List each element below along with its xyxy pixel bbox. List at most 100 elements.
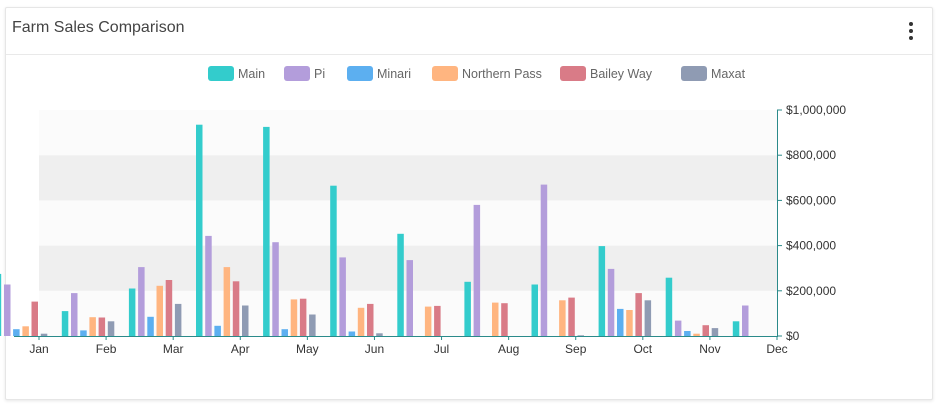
bar-minari-mar	[147, 316, 154, 336]
bar-maxat-apr	[242, 305, 249, 336]
bar-bailey-way-jul	[434, 305, 441, 336]
bar-maxat-may	[309, 314, 316, 336]
bar-pi-jan	[4, 284, 11, 336]
grid-band	[39, 110, 777, 156]
bar-northern-pass-jan	[22, 326, 29, 336]
legend-label-minari: Minari	[377, 67, 411, 81]
bar-northern-pass-feb	[89, 317, 96, 336]
x-tick-label-jun: Jun	[365, 342, 384, 356]
bar-main-nov	[665, 277, 673, 336]
bar-bailey-way-aug	[501, 303, 508, 336]
legend-swatch-pi	[284, 66, 310, 81]
bar-main-may	[263, 126, 270, 337]
bar-minari-may	[281, 329, 288, 336]
bar-pi-apr	[205, 235, 212, 336]
x-tick-label-feb: Feb	[96, 342, 117, 356]
bar-bailey-way-feb	[98, 317, 106, 336]
bar-bailey-way-nov	[702, 325, 709, 336]
bar-pi-nov	[674, 320, 682, 336]
bar-minari-jan	[13, 329, 20, 336]
bar-maxat-sep	[577, 335, 584, 336]
x-tick-label-jan: Jan	[29, 342, 48, 356]
legend-swatch-northern-pass	[432, 66, 458, 81]
x-tick-label-nov: Nov	[699, 342, 720, 356]
legend-label-maxat: Maxat	[711, 67, 746, 81]
bar-maxat-mar	[174, 303, 182, 336]
x-tick-label-aug: Aug	[498, 342, 519, 356]
x-tick-label-dec: Dec	[766, 342, 787, 356]
x-tick-label-sep: Sep	[565, 342, 587, 356]
legend-swatch-main	[208, 66, 234, 81]
bar-northern-pass-sep	[559, 300, 566, 336]
bar-bailey-way-oct	[635, 293, 642, 336]
bar-minari-jun	[348, 331, 356, 336]
y-tick-label: $200,000	[786, 284, 836, 298]
legend-swatch-maxat	[681, 66, 707, 81]
bar-main-mar	[128, 288, 136, 336]
bar-northern-pass-may	[290, 299, 298, 336]
bar-bailey-way-sep	[568, 297, 575, 336]
x-tick-label-apr: Apr	[231, 342, 250, 356]
bar-main-aug	[464, 281, 471, 336]
x-tick-label-may: May	[296, 342, 319, 356]
more-vertical-icon[interactable]	[906, 22, 916, 40]
bar-main-oct	[598, 246, 606, 336]
bar-northern-pass-apr	[223, 267, 231, 336]
bar-northern-pass-nov	[693, 333, 700, 336]
x-tick-label-mar: Mar	[163, 342, 184, 356]
bar-northern-pass-mar	[156, 285, 163, 336]
bar-maxat-feb	[107, 321, 115, 336]
bar-main-jan	[0, 273, 2, 336]
bar-bailey-way-may	[299, 298, 307, 336]
x-tick-label-jul: Jul	[434, 342, 449, 356]
bar-main-jul	[397, 233, 404, 336]
card-title: Farm Sales Comparison	[12, 19, 185, 36]
bar-pi-may	[272, 242, 279, 336]
bar-minari-nov	[684, 331, 691, 336]
bar-northern-pass-oct	[626, 310, 633, 336]
bar-maxat-jan	[40, 333, 48, 336]
bar-main-sep	[531, 284, 538, 336]
bar-minari-oct	[617, 308, 624, 336]
bar-main-feb	[61, 311, 69, 336]
y-tick-label: $600,000	[786, 193, 836, 207]
legend-label-bailey-way: Bailey Way	[590, 67, 653, 81]
bar-pi-jul	[406, 260, 413, 336]
bar-northern-pass-jul	[424, 306, 432, 336]
bar-bailey-way-apr	[232, 281, 240, 336]
legend-swatch-bailey-way	[560, 66, 586, 81]
legend-label-pi: Pi	[314, 67, 325, 81]
x-tick-label-oct: Oct	[633, 342, 652, 356]
bar-pi-feb	[71, 293, 78, 336]
bar-pi-aug	[473, 204, 481, 336]
bar-maxat-jun	[376, 333, 383, 336]
grid-band	[39, 155, 777, 201]
bar-maxat-oct	[644, 300, 652, 336]
bar-bailey-way-mar	[165, 280, 173, 336]
bar-main-dec	[732, 321, 740, 336]
bar-pi-oct	[607, 268, 615, 336]
bar-main-apr	[196, 124, 203, 336]
card-header: Farm Sales Comparison	[6, 8, 932, 55]
bar-pi-sep	[540, 184, 548, 336]
y-tick-label: $1,000,000	[786, 103, 846, 117]
y-tick-label: $800,000	[786, 148, 836, 162]
y-tick-label: $0	[786, 329, 800, 343]
bar-northern-pass-jun	[357, 307, 365, 337]
bar-minari-feb	[80, 330, 87, 336]
bar-maxat-nov	[711, 328, 719, 336]
bar-bailey-way-jun	[367, 303, 374, 336]
bar-pi-jun	[339, 257, 346, 336]
bar-main-jun	[330, 185, 337, 336]
grid-band	[39, 200, 777, 246]
legend-label-main: Main	[238, 67, 265, 81]
bar-bailey-way-jan	[31, 301, 38, 336]
bar-northern-pass-aug	[492, 302, 499, 336]
legend-swatch-minari	[347, 66, 373, 81]
legend-label-northern-pass: Northern Pass	[462, 67, 542, 81]
bar-minari-apr	[214, 325, 221, 336]
bar-pi-mar	[138, 267, 145, 336]
bar-pi-dec	[742, 305, 749, 336]
y-tick-label: $400,000	[786, 239, 836, 253]
